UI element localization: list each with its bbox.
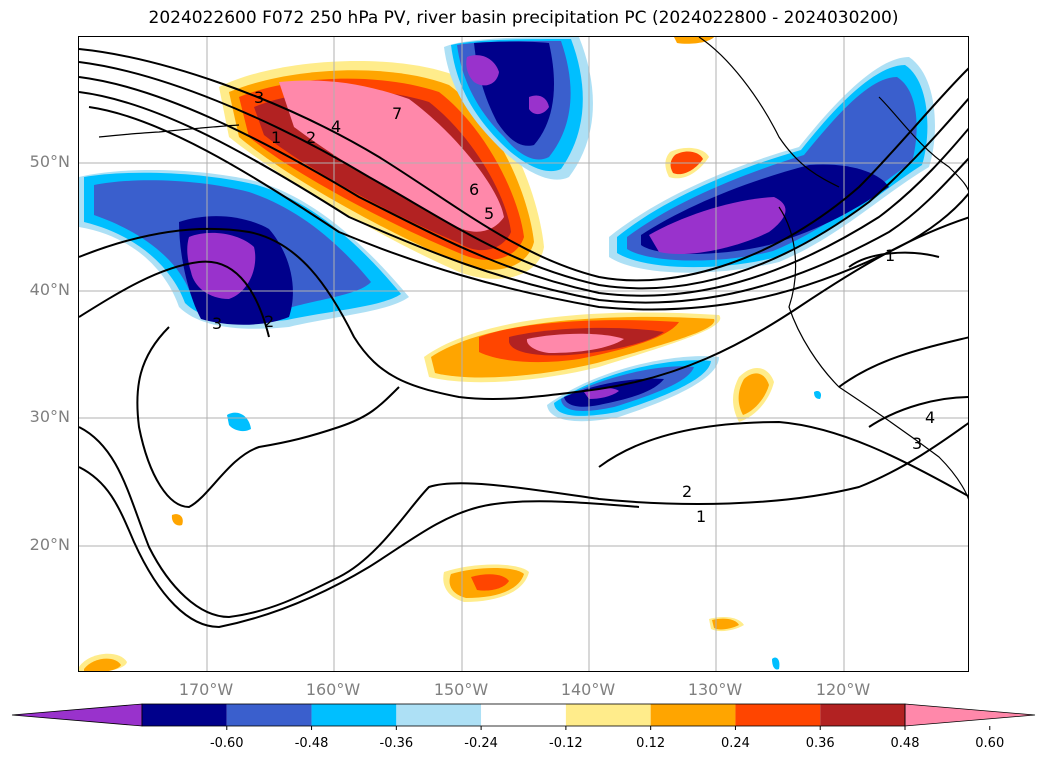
- colorbar-segment: [226, 704, 312, 726]
- colorbar-tick-label: 0.48: [890, 736, 920, 751]
- contour-label: 6: [469, 180, 479, 199]
- map-panel: 3 1 2 4 7 6 5 3 2 2 1 1 4 3: [78, 36, 969, 672]
- colorbar-segments: [11, 703, 1036, 730]
- colorbar-segment: [565, 704, 651, 726]
- colorbar-tick-label: 0.12: [636, 736, 666, 751]
- lon-label-150w: 150°W: [433, 680, 489, 699]
- colorbar-segment: [820, 704, 905, 726]
- colorbar-tick-label: -0.12: [549, 736, 583, 751]
- map-svg: 3 1 2 4 7 6 5 3 2 2 1 1 4 3: [79, 37, 968, 671]
- contour-label: 3: [254, 88, 264, 107]
- colorbar-segment: [396, 704, 482, 726]
- contour-labels: 3 1 2 4 7 6 5 3 2 2 1 1 4 3: [212, 88, 935, 526]
- colorbar-segment: [311, 704, 397, 726]
- lat-label-20n: 20°N: [29, 535, 70, 554]
- colorbar-tick-label: -0.36: [379, 736, 414, 751]
- colorbar-tick-label: 0.24: [720, 736, 750, 751]
- lon-label-120w: 120°W: [815, 680, 871, 699]
- colorbar-segment: [650, 704, 736, 726]
- lat-label-30n: 30°N: [29, 407, 70, 426]
- contour-label: 1: [271, 128, 281, 147]
- lat-label-50n: 50°N: [29, 152, 70, 171]
- contour-label: 3: [212, 314, 222, 333]
- contour-label: 1: [885, 246, 895, 265]
- colorbar-tick-label: -0.24: [464, 736, 498, 751]
- contour-label: 2: [264, 312, 274, 331]
- contour-label: 2: [306, 128, 316, 147]
- lon-label-170w: 170°W: [178, 680, 234, 699]
- contour-label: 5: [484, 204, 494, 223]
- coastline: [98, 37, 968, 500]
- colorbar-tick-label: 0.36: [805, 736, 835, 751]
- lon-label-130w: 130°W: [687, 680, 743, 699]
- colorbar-tick-label: -0.48: [294, 736, 329, 751]
- contour-label: 2: [682, 482, 692, 501]
- contour-label: 4: [925, 408, 935, 427]
- colorbar-segment: [904, 703, 1036, 727]
- colorbar-tick-label: -0.60: [209, 736, 244, 751]
- colorbar-segment: [735, 704, 821, 726]
- contour-label: 3: [912, 434, 922, 453]
- chart-title: 2024022600 F072 250 hPa PV, river basin …: [148, 8, 899, 28]
- lat-label-40n: 40°N: [29, 280, 70, 299]
- contour-label: 7: [392, 104, 402, 123]
- lon-label-160w: 160°W: [305, 680, 361, 699]
- colorbar-tick-label: 0.60: [975, 736, 1005, 751]
- colorbar-segment: [481, 704, 566, 726]
- colorbar: [11, 703, 1036, 730]
- pv-contours: [79, 48, 968, 629]
- lon-label-140w: 140°W: [560, 680, 616, 699]
- colorbar-segment: [11, 703, 143, 727]
- contour-label: 1: [696, 507, 706, 526]
- colorbar-segment: [142, 704, 227, 726]
- contour-label: 4: [331, 117, 341, 136]
